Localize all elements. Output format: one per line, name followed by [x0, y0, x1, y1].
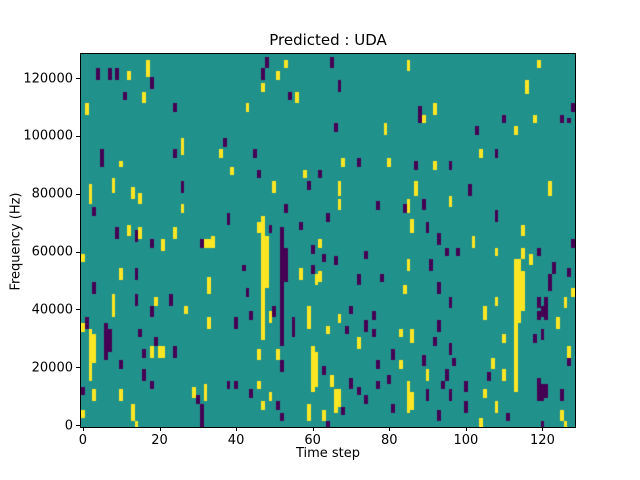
x-tick-label: 80 [380, 433, 398, 448]
y-tick-mark [76, 193, 80, 195]
x-tick-mark [159, 427, 161, 431]
y-tick-label: 120000 [23, 71, 73, 87]
y-tick-mark [76, 367, 80, 369]
y-tick-label: 40000 [31, 302, 73, 318]
x-axis-label: Time step [295, 446, 361, 461]
x-tick-label: 40 [227, 433, 245, 448]
x-tick-mark [236, 427, 238, 431]
x-tick-label: 20 [151, 433, 168, 448]
y-tick-mark [76, 309, 80, 311]
chart-title: Predicted : UDA [269, 31, 387, 49]
y-axis-label: Frequency (Hz) [8, 192, 24, 291]
y-tick-label: 0 [64, 418, 73, 434]
y-tick-label: 60000 [31, 244, 73, 260]
y-tick-mark [76, 78, 80, 80]
y-tick-mark [76, 135, 80, 137]
y-tick-label: 80000 [31, 186, 73, 202]
x-tick-label: 0 [78, 433, 88, 448]
heatmap-canvas [81, 54, 575, 427]
x-tick-mark [465, 427, 467, 431]
x-tick-mark [542, 427, 544, 431]
x-tick-mark [389, 427, 391, 431]
y-tick-mark [76, 251, 80, 253]
y-tick-mark [76, 425, 80, 427]
y-tick-label: 20000 [31, 360, 73, 376]
x-tick-mark [82, 427, 84, 431]
x-tick-mark [312, 427, 314, 431]
x-tick-label: 100 [453, 433, 479, 448]
y-tick-label: 100000 [23, 128, 73, 144]
plot-axes-border [80, 53, 576, 428]
x-tick-label: 120 [530, 433, 555, 448]
x-tick-label: 60 [304, 433, 321, 448]
